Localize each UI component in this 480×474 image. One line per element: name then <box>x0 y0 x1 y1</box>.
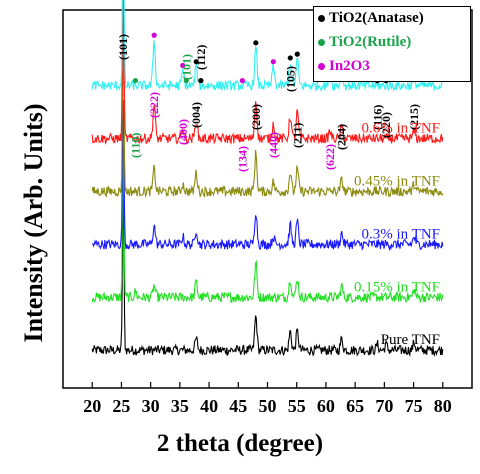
legend-marker-rutile <box>318 39 325 47</box>
legend-marker-anatase <box>318 15 325 23</box>
x-tick-label: 80 <box>434 396 452 416</box>
peak-label: (004) <box>189 102 203 128</box>
x-axis-label: 2 theta (degree) <box>156 430 324 457</box>
peak-marker <box>239 78 245 84</box>
series-label: 0.3% in TNF <box>362 226 440 242</box>
legend-label-in2o3: In2O3 <box>329 58 370 74</box>
series-line <box>91 0 443 92</box>
peak-annotations: (101) (110) (222) (400) (101) (004) (112) (134)… <box>116 34 421 172</box>
peak-label: (105) <box>283 66 297 92</box>
peak-label: (222) <box>147 92 161 118</box>
legend-marker-in2o3 <box>318 63 325 71</box>
legend: TiO2(Anatase) TiO2(Rutile) In2O3 <box>313 6 471 82</box>
peak-marker <box>270 59 276 65</box>
peak-label: (200) <box>249 104 263 130</box>
x-tick-label: 45 <box>229 396 247 416</box>
series-label: 0.45% in TNF <box>354 173 440 189</box>
x-tick-label: 65 <box>346 396 364 416</box>
peak-label: (101) <box>116 34 130 60</box>
peak-marker <box>287 55 293 61</box>
peak-label: (134) <box>235 146 249 172</box>
peak-marker <box>151 32 157 38</box>
legend-label-anatase: TiO2(Anatase) <box>329 10 424 26</box>
y-axis-label-container: Intensity (Arb. Units) <box>2 58 56 388</box>
peak-label: (400) <box>176 119 190 145</box>
peak-label: (101) <box>179 54 193 80</box>
x-tick-label: 25 <box>112 396 130 416</box>
legend-item-rutile: TiO2(Rutile) <box>318 34 411 51</box>
legend-label-rutile: TiO2(Rutile) <box>329 34 412 50</box>
x-tick-label: 30 <box>142 396 160 416</box>
legend-item-in2o3: In2O3 <box>318 58 370 75</box>
series-labels: Pure TNF 0.15% in TNF 0.3% in TNF 0.45% in … <box>354 68 440 349</box>
x-tick-label: 50 <box>259 396 277 416</box>
series-line <box>91 0 444 145</box>
legend-item-anatase: TiO2(Anatase) <box>318 10 424 27</box>
peak-label: (112) <box>194 45 208 70</box>
peak-marker <box>294 51 300 57</box>
x-tick-label: 60 <box>317 396 335 416</box>
peak-marker <box>132 78 139 84</box>
peak-label: (204) <box>335 124 349 150</box>
x-tick-label: 20 <box>83 396 101 416</box>
x-tick-label: 70 <box>375 396 393 416</box>
series-label: 0.6% in TNF <box>362 121 440 137</box>
x-axis-ticks: 20 25 30 35 40 45 50 55 60 65 70 75 80 <box>83 382 452 416</box>
series-line <box>91 43 444 198</box>
series-line <box>91 185 444 358</box>
series-line <box>92 99 444 252</box>
peak-marker <box>183 78 189 84</box>
peak-label: (215) <box>407 104 421 130</box>
x-tick-label: 35 <box>171 396 189 416</box>
peak-label: (220) <box>379 112 393 138</box>
series-line <box>91 146 444 304</box>
y-axis-label: Intensity (Arb. Units) <box>19 103 48 342</box>
peak-marker <box>253 40 259 46</box>
peak-marker <box>198 78 204 84</box>
peak-label: (110) <box>128 133 142 158</box>
series-label: 0.15% in TNF <box>354 279 440 295</box>
x-tick-label: 40 <box>200 396 218 416</box>
series-layer <box>91 0 444 358</box>
x-tick-label: 75 <box>405 396 423 416</box>
peak-label: (440) <box>266 132 280 158</box>
peak-label: (211) <box>290 123 304 148</box>
series-label: Pure TNF <box>381 332 440 348</box>
x-tick-label: 55 <box>288 396 306 416</box>
peak-marker <box>193 59 199 65</box>
peak-marker <box>180 62 186 69</box>
peak-label: (622) <box>323 144 337 170</box>
peak-label: (116) <box>370 105 384 130</box>
